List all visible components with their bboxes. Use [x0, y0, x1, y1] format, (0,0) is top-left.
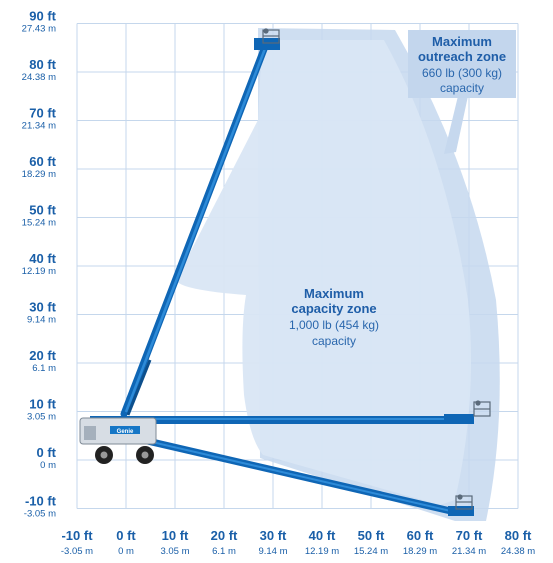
y-tick-m: 27.43 m — [22, 24, 56, 35]
y-tick-ft: 20 ft — [29, 348, 56, 363]
y-tick-ft: 90 ft — [29, 9, 56, 24]
machine-brand: Genie — [117, 429, 134, 435]
x-tick-m: 9.14 m — [258, 546, 287, 557]
y-tick-m: 12.19 m — [22, 266, 56, 277]
y-tick-m: 21.34 m — [22, 121, 56, 132]
x-tick-ft: 80 ft — [505, 528, 532, 543]
x-tick-m: 6.1 m — [212, 546, 236, 557]
x-tick-m: 15.24 m — [354, 546, 388, 557]
outreach-zone-title-2: outreach zone — [418, 49, 506, 64]
x-tick-m: 24.38 m — [501, 546, 535, 557]
y-tick-ft: 80 ft — [29, 57, 56, 72]
x-tick-ft: 70 ft — [456, 528, 483, 543]
outreach-zone-capacity: 660 lb (300 kg) — [422, 66, 502, 80]
max-capacity-zone — [176, 40, 472, 505]
x-tick-m: 18.29 m — [403, 546, 437, 557]
y-tick-m: 6.1 m — [32, 363, 56, 374]
y-tick-ft: 10 ft — [29, 397, 56, 412]
y-tick-m: 0 m — [40, 460, 56, 471]
x-tick-ft: 0 ft — [116, 528, 136, 543]
y-tick-m: 24.38 m — [22, 72, 56, 83]
y-tick-ft: 30 ft — [29, 300, 56, 315]
x-tick-ft: 20 ft — [211, 528, 238, 543]
platform-below-icon — [455, 494, 473, 510]
y-tick-ft: 70 ft — [29, 106, 56, 121]
x-axis-labels: -10 ft -3.05 m 0 ft 0 m 10 ft 3.05 m 20 ft 6.1 … — [61, 528, 535, 557]
y-tick-m: -3.05 m — [24, 509, 56, 520]
capacity-zone-title-2: capacity zone — [291, 301, 376, 316]
x-tick-m: -3.05 m — [61, 546, 93, 557]
y-tick-ft: -10 ft — [25, 494, 57, 509]
x-tick-ft: 60 ft — [407, 528, 434, 543]
boom-vertical — [120, 38, 280, 418]
x-tick-ft: 30 ft — [260, 528, 287, 543]
outreach-zone-title-1: Maximum — [432, 34, 492, 49]
y-tick-ft: 0 ft — [37, 445, 57, 460]
y-tick-m: 3.05 m — [27, 412, 56, 423]
y-tick-ft: 40 ft — [29, 251, 56, 266]
y-tick-ft: 50 ft — [29, 203, 56, 218]
capacity-zone-capacity-label: capacity — [312, 334, 356, 348]
x-tick-ft: -10 ft — [61, 528, 93, 543]
y-tick-m: 18.29 m — [22, 169, 56, 180]
platform-outreach-icon — [473, 400, 491, 417]
machine-chassis: Genie — [79, 417, 157, 464]
capacity-zone-capacity: 1,000 lb (454 kg) — [289, 318, 379, 332]
outreach-zone-capacity-label: capacity — [440, 81, 484, 95]
x-tick-m: 0 m — [118, 546, 134, 557]
x-tick-ft: 10 ft — [162, 528, 189, 543]
x-tick-m: 3.05 m — [160, 546, 189, 557]
outreach-callout-pointer — [444, 96, 468, 154]
x-tick-ft: 50 ft — [358, 528, 385, 543]
x-tick-m: 12.19 m — [305, 546, 339, 557]
y-tick-m: 9.14 m — [27, 315, 56, 326]
y-tick-m: 15.24 m — [22, 218, 56, 229]
y-tick-ft: 60 ft — [29, 154, 56, 169]
platform-top-icon — [262, 28, 280, 44]
x-tick-m: 21.34 m — [452, 546, 486, 557]
x-tick-ft: 40 ft — [309, 528, 336, 543]
capacity-zone-title-1: Maximum — [304, 286, 364, 301]
outreach-label-box — [408, 30, 516, 98]
boom-below-grade — [96, 426, 474, 516]
